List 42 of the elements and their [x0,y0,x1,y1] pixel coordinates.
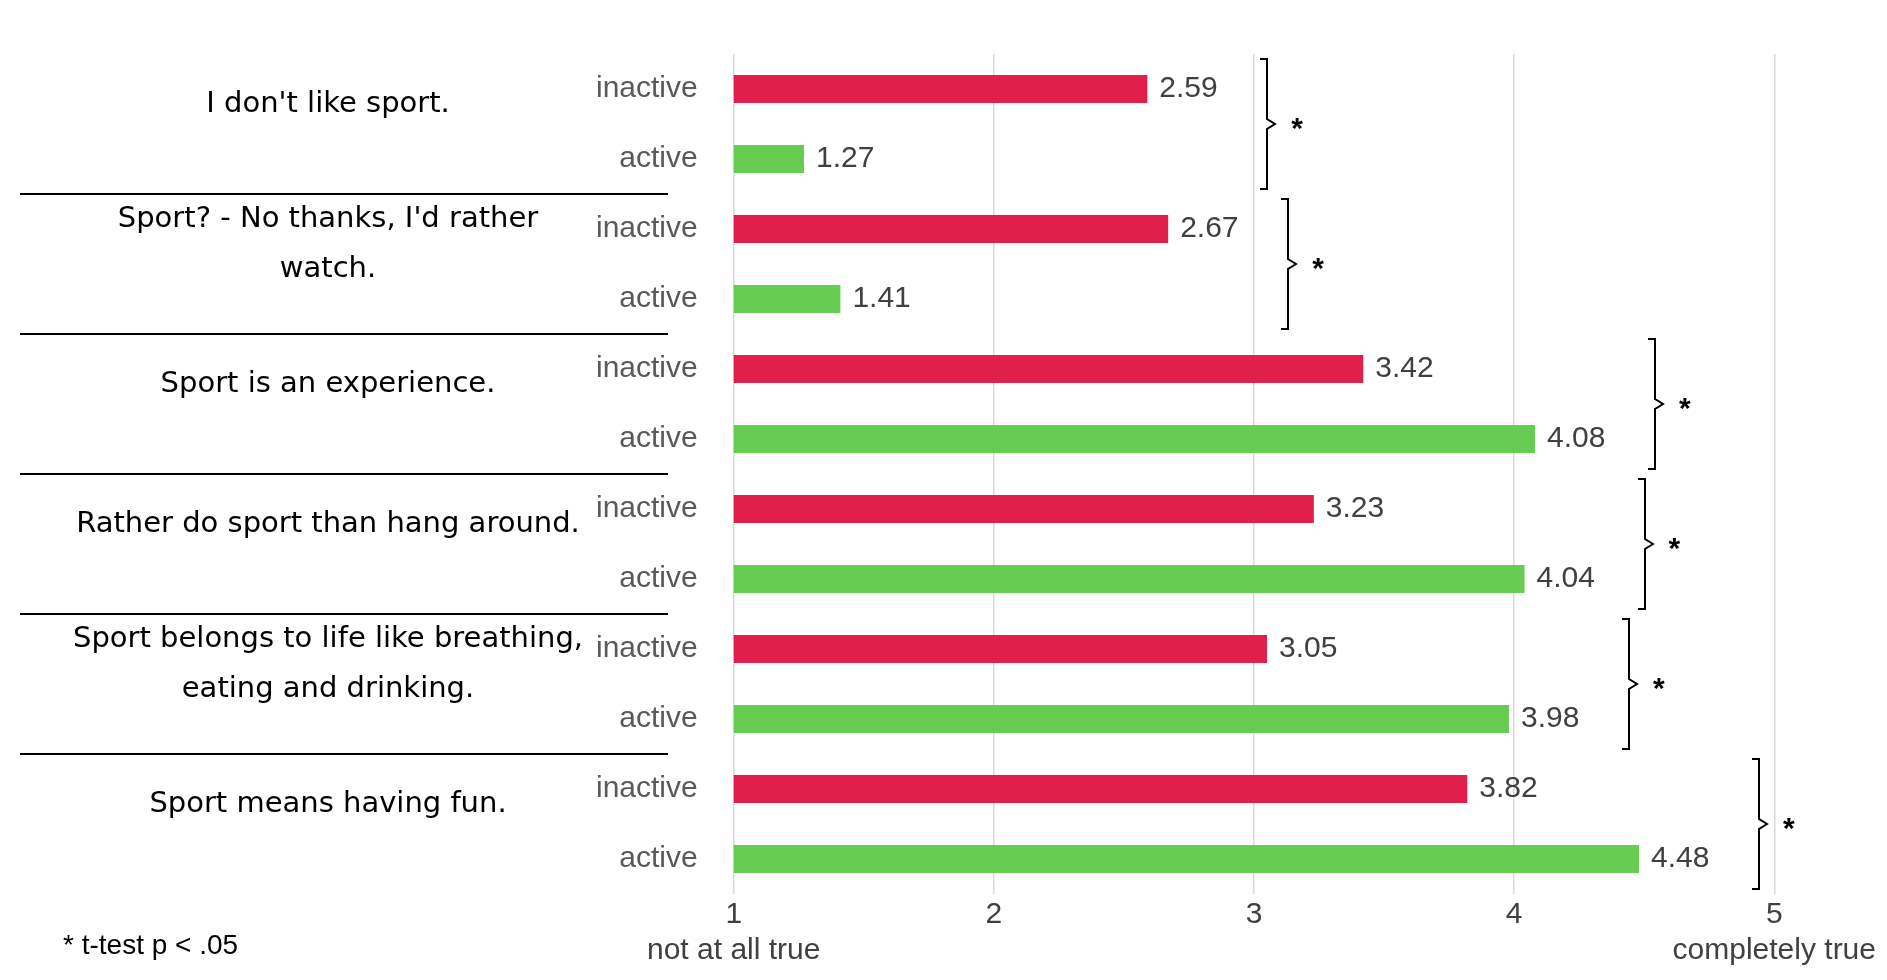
text: Sport means having fun. [149,784,507,819]
x-tick-label: 5 completely true [1672,896,1877,966]
y-tick-label: inactive [596,350,698,384]
x-tick-label: 3 [1245,896,1263,930]
data-label: 2.59 [1159,70,1218,104]
annotation: * [1668,531,1681,565]
annotation: * [1291,111,1304,145]
y-tick-label: inactive [596,630,698,664]
annotation: * [1652,671,1665,705]
data-label: 3.42 [1375,350,1434,384]
data-label: 3.82 [1479,770,1538,804]
y-tick-label: active [619,700,698,734]
annotation: * [1678,391,1691,425]
data-label: 3.98 [1520,700,1580,734]
x-tick-label: 2 [985,896,1003,930]
data-label: 2.67 [1180,210,1239,244]
text: Sport belongs to life like breathing, eating and drinking. [72,619,584,704]
data-label: 1.41 [852,280,911,314]
y-tick-label: active [619,140,698,174]
data-label: 3.05 [1279,630,1338,664]
x-tick-label: 4 [1505,896,1523,930]
y-tick-label: active [619,840,698,874]
data-label: 4.04 [1536,560,1595,594]
x-tick-label: 1 not at all true [647,896,821,966]
text: I don't like sport. [206,84,450,119]
y-tick-label: active [619,420,698,454]
annotation: * [1312,251,1325,285]
data-label: 4.48 [1651,840,1710,874]
text: Sport? - No thanks, I'd rather watch. [117,199,539,284]
y-tick-label: inactive [596,210,698,244]
text: Sport is an experience. [160,364,496,399]
text: * [1783,811,1796,845]
text: Rather do sport than hang around. [76,504,580,539]
y-tick-label: active [619,560,698,594]
data-label: 1.27 [815,140,875,174]
y-tick-label: inactive [596,70,698,104]
y-tick-label: inactive [596,490,698,524]
y-tick-label: active [619,280,698,314]
data-label: 4.08 [1546,420,1606,454]
text: * t-test p < .05 [63,929,239,960]
y-tick-label: inactive [596,770,698,804]
data-label: 3.23 [1325,490,1385,524]
